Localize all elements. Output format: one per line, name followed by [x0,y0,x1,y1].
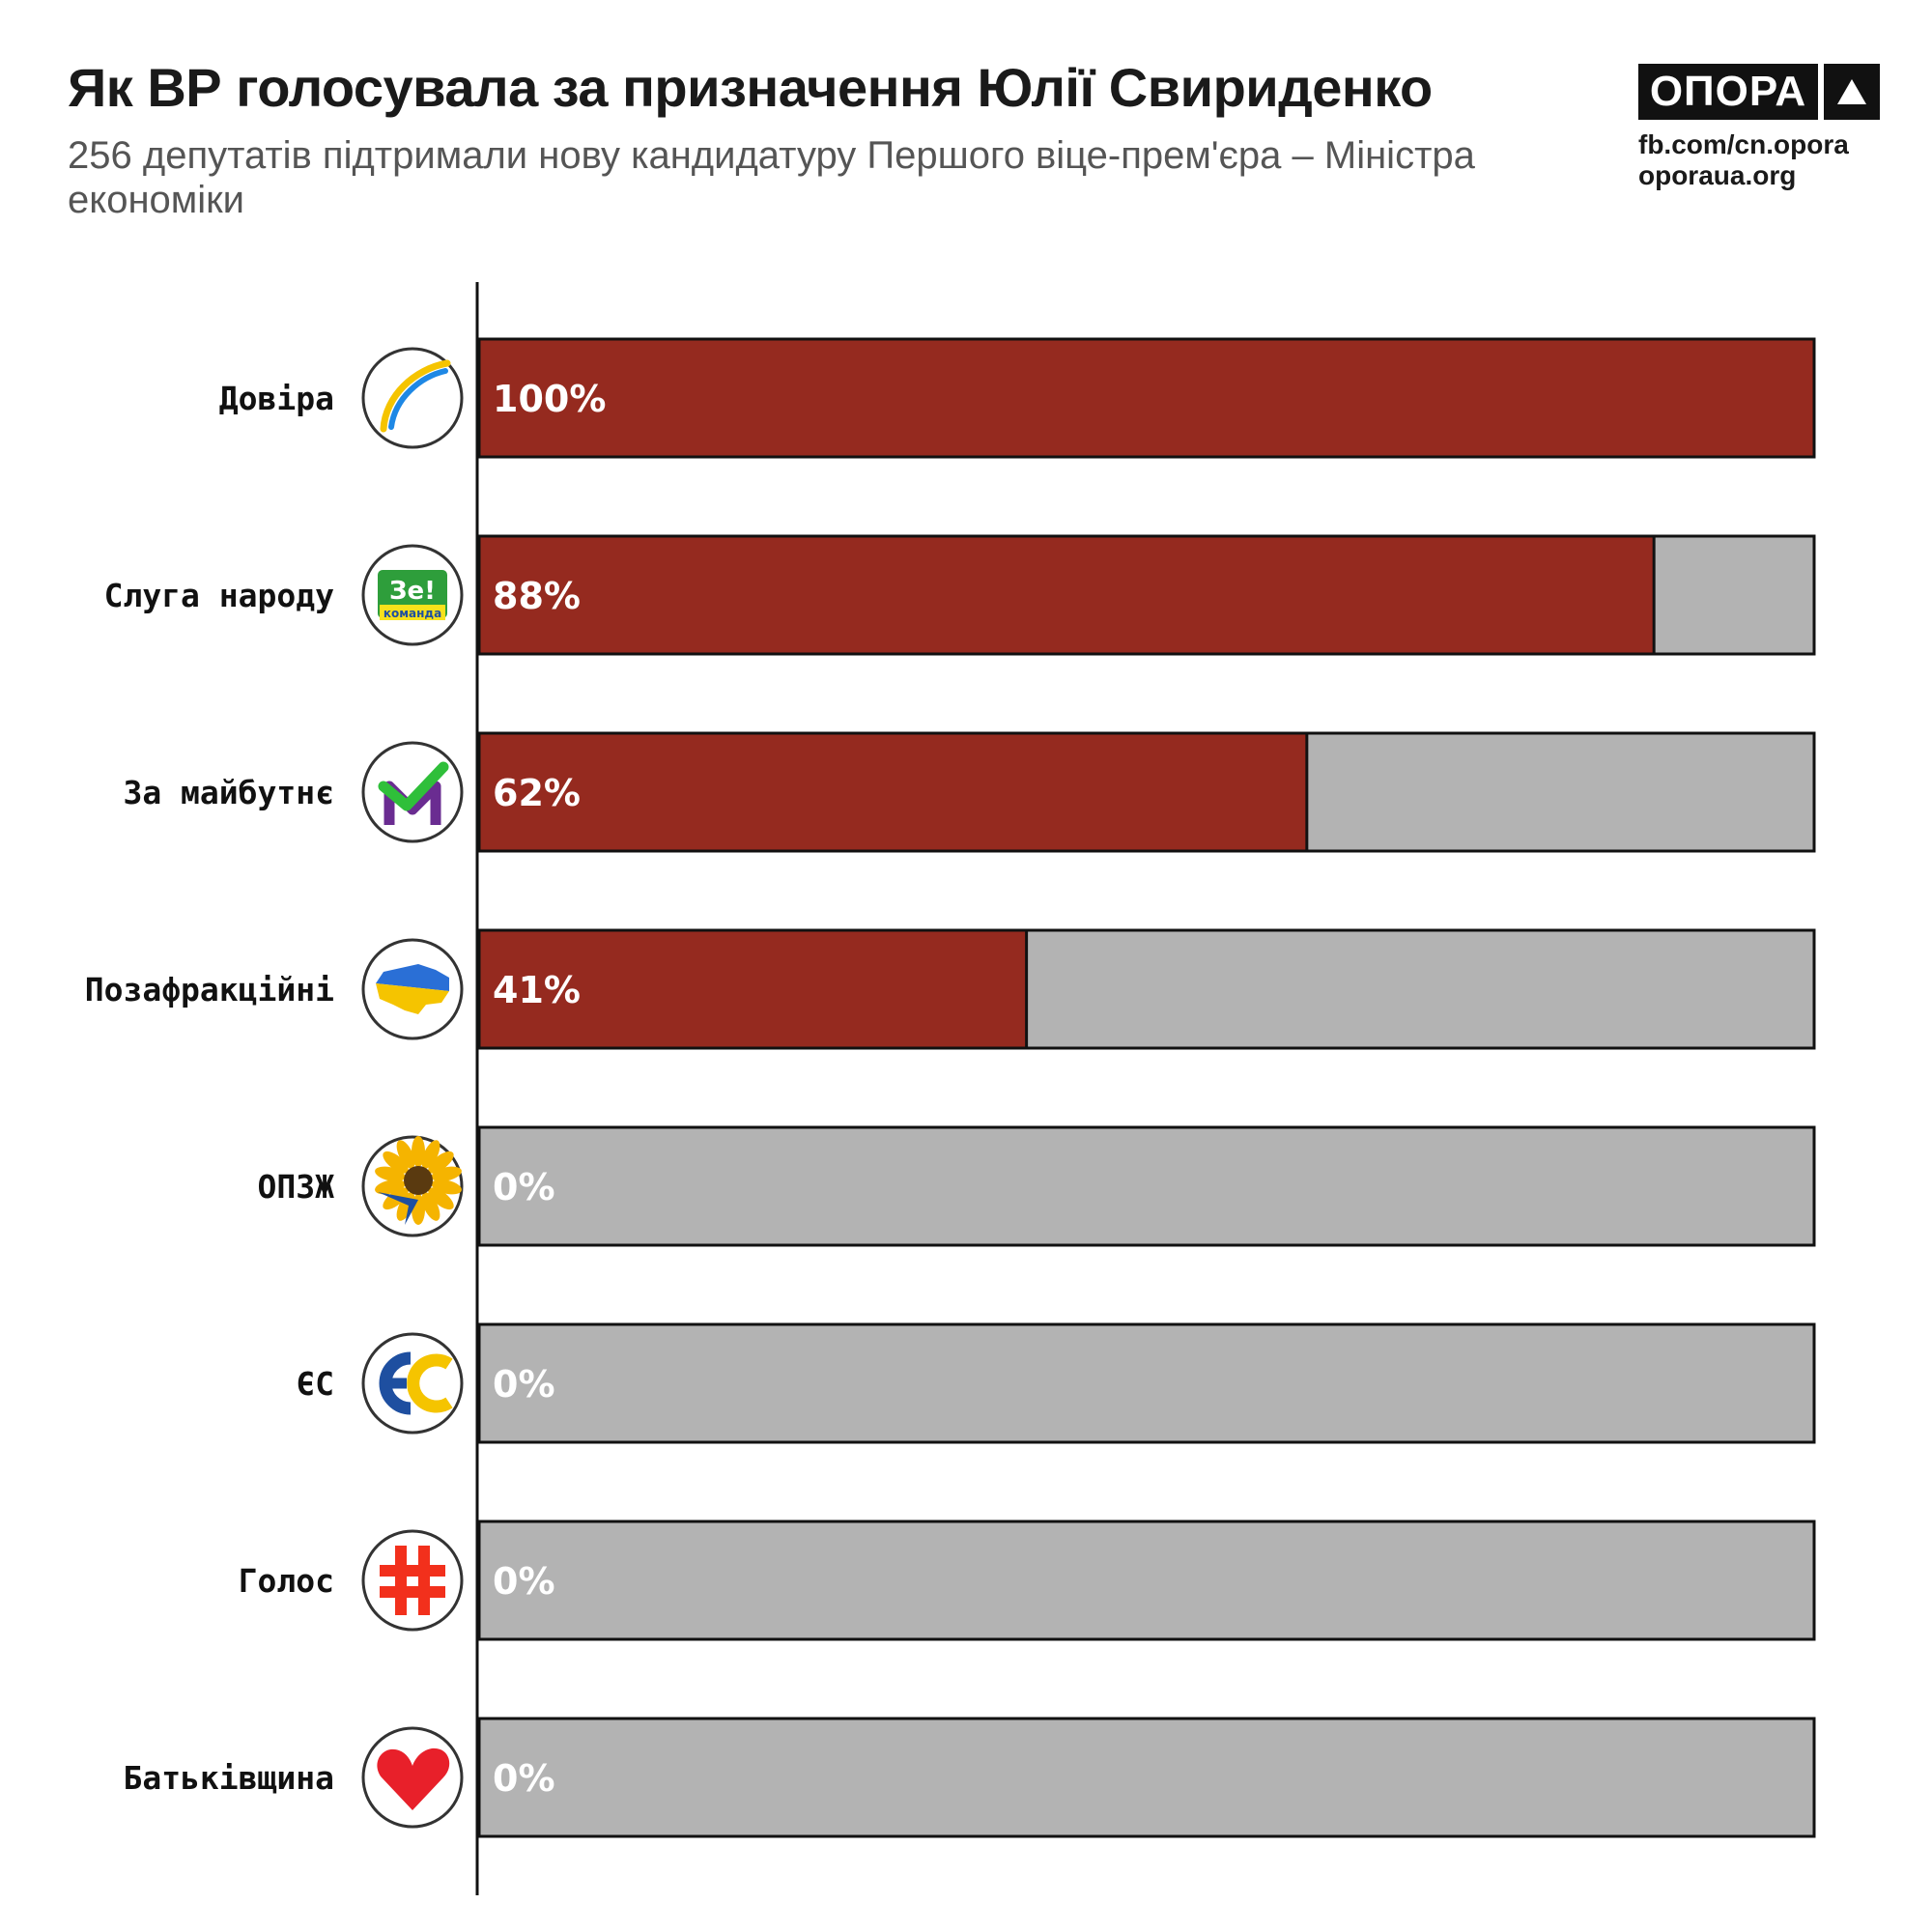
bar-row: 88% Слуга народу Зе!команда [104,534,1816,656]
category-label: ОПЗЖ [258,1168,335,1206]
value-label: 88% [493,575,581,617]
value-label: 0% [493,1560,555,1603]
chart-subtitle: 256 депутатів підтримали нову кандидатур… [68,134,1475,221]
batkivshchyna-icon [361,1726,464,1829]
website-link[interactable]: oporaua.org [1638,160,1797,190]
opzzh-icon [361,1135,464,1237]
bar-remainder [477,1125,1816,1247]
bar-row: 0% Голос [239,1520,1816,1641]
holos-icon [361,1529,464,1632]
bar-remainder [477,1520,1816,1641]
svg-text:команда: команда [384,607,441,620]
bar-support [477,534,1656,656]
source-links: fb.com/cn.opora oporaua.org [1638,129,1889,191]
opora-logo-text: ОПОРА [1649,68,1807,115]
category-label: Голос [239,1562,334,1600]
bar-remainder [477,1322,1816,1444]
opora-logo: ОПОРА [1638,64,1880,120]
chart-title: Як ВР голосувала за призначення Юлії Сви… [68,57,1433,118]
value-label: 0% [493,1363,555,1406]
value-label: 62% [493,772,581,814]
za-maibutnie-icon [361,741,464,843]
facebook-link[interactable]: fb.com/cn.opora [1638,129,1849,159]
category-label: Батьківщина [123,1759,334,1797]
value-label: 0% [493,1166,555,1208]
category-label: Слуга народу [104,577,334,614]
bar-row: 100% Довіра [219,337,1816,459]
bar-row: 0% ЄС [296,1322,1816,1444]
triangle-icon [1824,64,1880,120]
sluha-narodu-icon: Зе!команда [361,544,464,646]
bar-row: 0% ОПЗЖ [258,1125,1816,1247]
bar-row: 62% За майбутнє [123,731,1816,853]
bar-support [477,337,1816,459]
dovira-icon [361,347,464,449]
value-label: 41% [493,969,581,1011]
svg-text:Зе!: Зе! [389,577,436,606]
bar-support [477,731,1309,853]
yes-icon [361,1332,464,1435]
category-label: Довіра [219,380,334,417]
bar-row: 0% Батьківщина [123,1717,1816,1838]
opora-logo-divider [1818,64,1824,120]
value-label: 100% [493,378,606,420]
category-label: За майбутнє [123,774,334,811]
bar-row: 41% Позафракційні [85,928,1816,1050]
bar-remainder [477,1717,1816,1838]
value-label: 0% [493,1757,555,1800]
bar-support [477,928,1029,1050]
category-label: Позафракційні [85,971,334,1009]
pozafraktsiini-icon [361,938,464,1040]
category-label: ЄС [296,1365,334,1403]
